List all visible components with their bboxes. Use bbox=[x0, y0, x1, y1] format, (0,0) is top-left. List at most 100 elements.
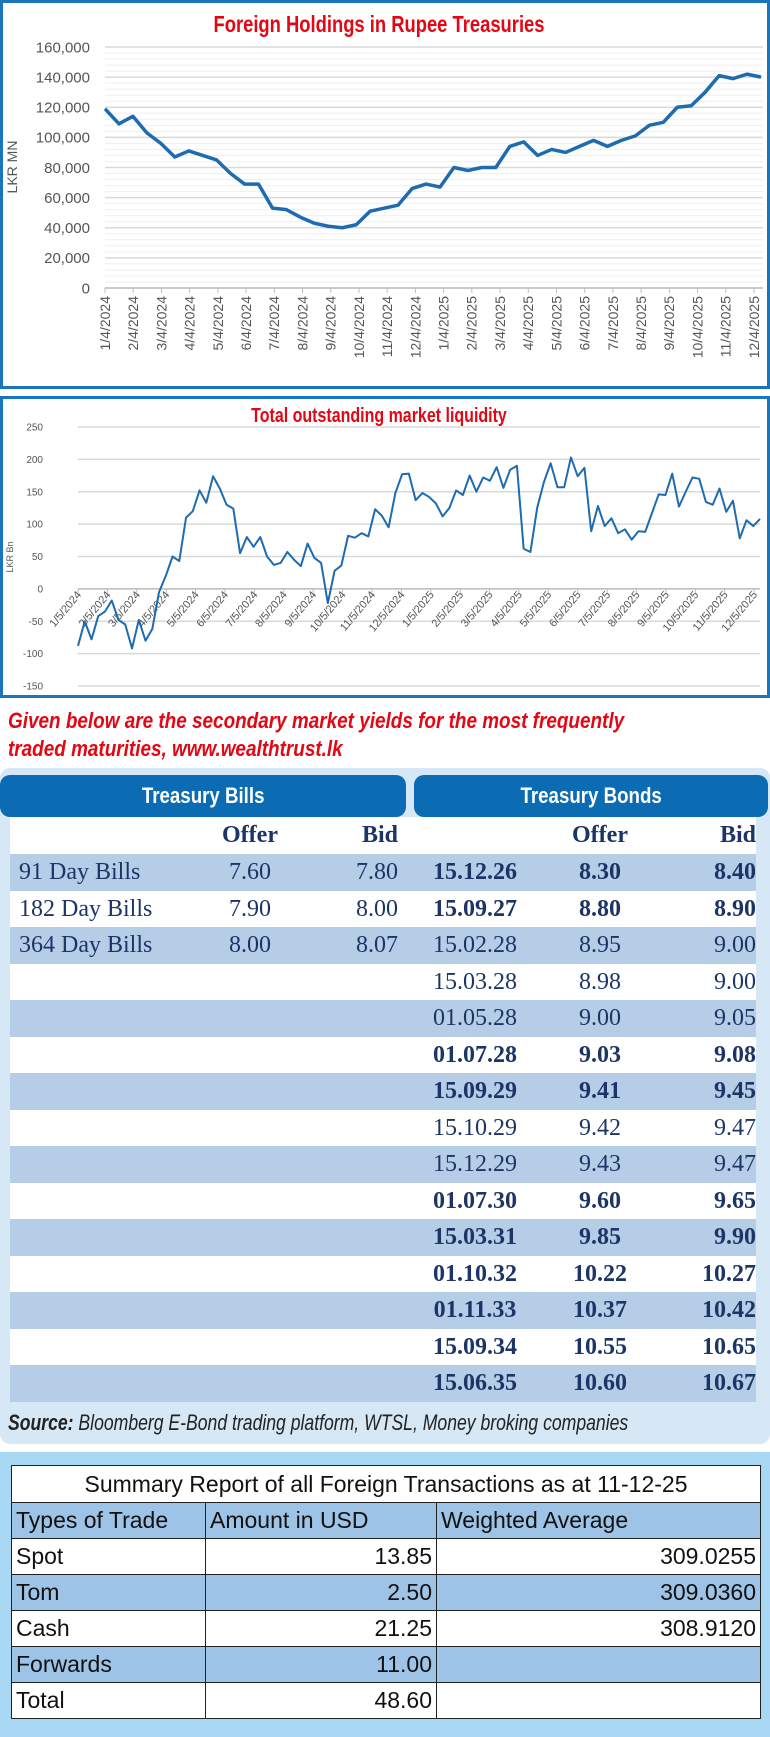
trade-type: Total bbox=[11, 1682, 206, 1719]
y-tick-label: 200 bbox=[26, 455, 43, 466]
bond-offer: 8.98 bbox=[579, 968, 621, 995]
bond-offer: 9.60 bbox=[579, 1187, 621, 1214]
chart-title: Total outstanding market liquidity bbox=[251, 404, 507, 426]
yield-row: 15.03.31 9.85 9.90 bbox=[10, 1219, 756, 1256]
summary-row: Spot 13.85 309.0255 bbox=[11, 1538, 761, 1575]
bond-bid: 9.00 bbox=[714, 932, 756, 958]
bond-bid: 9.05 bbox=[714, 1005, 756, 1031]
bond-maturity: 15.09.29 bbox=[433, 1078, 517, 1104]
y-tick-label: -150 bbox=[23, 682, 43, 693]
bond-bid: 10.65 bbox=[702, 1333, 756, 1360]
yield-row: 182 Day Bills 7.90 8.00 15.09.27 8.80 8.90 bbox=[10, 890, 756, 927]
yield-row: 15.12.29 9.43 9.47 bbox=[10, 1146, 756, 1183]
y-tick-label: 140,000 bbox=[36, 69, 90, 86]
bond-offer: 8.30 bbox=[579, 859, 621, 885]
yield-row: 01.05.28 9.00 9.05 bbox=[10, 1000, 756, 1037]
bond-maturity: 01.11.33 bbox=[433, 1297, 517, 1323]
treasury-bonds-header: Treasury Bonds bbox=[414, 775, 768, 817]
yields-heading: Given below are the secondary market yie… bbox=[8, 707, 624, 763]
y-tick-label: 60,000 bbox=[44, 190, 90, 207]
yield-row: 15.06.35 10.60 10.67 bbox=[10, 1365, 756, 1402]
bond-maturity: 01.05.28 bbox=[433, 1005, 517, 1031]
weighted-average bbox=[436, 1682, 761, 1719]
bond-bid: 8.40 bbox=[714, 859, 756, 885]
foreign-holdings-svg: Foreign Holdings in Rupee Treasuries 0 20,… bbox=[4, 12, 763, 358]
amount-usd: 11.00 bbox=[205, 1646, 437, 1683]
data-line bbox=[103, 72, 762, 230]
bond-bid: 10.27 bbox=[702, 1260, 756, 1287]
weighted-average bbox=[436, 1646, 761, 1683]
bond-maturity: 01.10.32 bbox=[433, 1260, 517, 1287]
header-type: Types of Trade bbox=[11, 1502, 206, 1539]
x-tick-label: 1/4/2025 bbox=[436, 296, 452, 351]
bond-offer: 9.42 bbox=[579, 1114, 621, 1141]
x-tick-label: 2/4/2025 bbox=[464, 296, 480, 351]
summary-row: Tom 2.50 309.0360 bbox=[11, 1574, 761, 1611]
header-amount: Amount in USD bbox=[205, 1502, 437, 1539]
bond-offer: 9.41 bbox=[579, 1078, 621, 1104]
x-tick-label: 12/4/2024 bbox=[407, 296, 423, 358]
bond-bid: 8.90 bbox=[714, 895, 756, 922]
x-tick-label: 8/4/2024 bbox=[294, 296, 310, 351]
heading-line-1: Given below are the secondary market yie… bbox=[8, 708, 625, 733]
bond-maturity: 15.02.28 bbox=[433, 932, 517, 958]
x-tick-label: 5/4/2025 bbox=[548, 296, 564, 351]
bill-bid: 8.07 bbox=[356, 932, 398, 958]
summary-row: Cash 21.25 308.9120 bbox=[11, 1610, 761, 1647]
x-tick-label: 11/4/2025 bbox=[718, 296, 734, 357]
y-tick-label: -50 bbox=[29, 617, 44, 628]
bond-maturity: 15.12.26 bbox=[433, 859, 517, 885]
trade-type: Cash bbox=[11, 1610, 206, 1647]
yield-row: 91 Day Bills 7.60 7.80 15.12.26 8.30 8.40 bbox=[10, 854, 756, 891]
trade-type: Forwards bbox=[11, 1646, 206, 1683]
x-tick-label: 5/4/2024 bbox=[210, 296, 226, 351]
x-tick-label: 9/4/2025 bbox=[661, 296, 677, 351]
summary-header-row: Types of Trade Amount in USD Weighted Av… bbox=[11, 1502, 761, 1539]
treasury-bills-header: Treasury Bills bbox=[0, 775, 406, 817]
summary-title: Summary Report of all Foreign Transactio… bbox=[11, 1465, 761, 1503]
bond-maturity: 15.12.29 bbox=[433, 1151, 517, 1177]
x-tick-label: 10/4/2025 bbox=[689, 296, 705, 358]
y-axis-label: LKR MN bbox=[4, 141, 20, 194]
bill-offer: 7.90 bbox=[229, 895, 271, 922]
bond-offer: 9.43 bbox=[579, 1151, 621, 1177]
x-tick-label: 4/4/2024 bbox=[182, 296, 198, 351]
data-line bbox=[77, 456, 761, 650]
chart-title: Foreign Holdings in Rupee Treasuries bbox=[213, 12, 544, 37]
x-tick-label: 3/4/2025 bbox=[492, 296, 508, 351]
source-note: Source: Bloomberg E-Bond trading platfor… bbox=[8, 1410, 628, 1436]
bonds-bid-header: Bid bbox=[719, 822, 756, 848]
bill-label: 364 Day Bills bbox=[19, 932, 153, 958]
y-tick-label: 50 bbox=[32, 552, 44, 563]
bond-bid: 9.47 bbox=[714, 1114, 756, 1141]
y-tick-label: -100 bbox=[23, 649, 43, 660]
bond-bid: 9.00 bbox=[714, 968, 756, 995]
x-tick-label: 7/4/2024 bbox=[266, 296, 282, 351]
bills-bid-header: Bid bbox=[361, 822, 398, 848]
bond-maturity: 01.07.28 bbox=[433, 1041, 517, 1068]
x-tick-label: 8/4/2025 bbox=[633, 296, 649, 351]
x-tick-label: 6/4/2025 bbox=[577, 296, 593, 351]
amount-usd: 48.60 bbox=[205, 1682, 437, 1719]
bond-bid: 9.08 bbox=[714, 1041, 756, 1068]
bill-bid: 7.80 bbox=[356, 859, 398, 885]
weighted-average: 309.0255 bbox=[436, 1538, 761, 1575]
yield-row: 01.10.32 10.22 10.27 bbox=[10, 1255, 756, 1292]
y-tick-label: 40,000 bbox=[44, 220, 90, 237]
trade-type: Tom bbox=[11, 1574, 206, 1611]
bond-offer: 9.85 bbox=[579, 1224, 621, 1250]
bond-bid: 9.45 bbox=[714, 1078, 756, 1104]
x-tick-label: 7/4/2025 bbox=[605, 296, 621, 351]
x-tick-label: 3/4/2024 bbox=[153, 296, 169, 351]
yield-row: 01.11.33 10.37 10.42 bbox=[10, 1292, 756, 1329]
market-liquidity-svg: Total outstanding market liquidity -150 -1… bbox=[5, 404, 761, 693]
column-header-row: Offer Bid Offer Bid bbox=[10, 817, 756, 854]
bond-offer: 10.37 bbox=[573, 1297, 627, 1323]
y-tick-label: 150 bbox=[26, 487, 43, 498]
bond-bid: 9.90 bbox=[714, 1224, 756, 1250]
heading-line-2: traded maturities, www.wealthtrust.lk bbox=[8, 736, 343, 761]
y-axis-label: LKR Bn bbox=[5, 541, 15, 572]
summary-row: Forwards 11.00 bbox=[11, 1646, 761, 1683]
x-tick-label: 9/4/2024 bbox=[323, 296, 339, 351]
x-tick-label: 4/4/2025 bbox=[520, 296, 536, 351]
